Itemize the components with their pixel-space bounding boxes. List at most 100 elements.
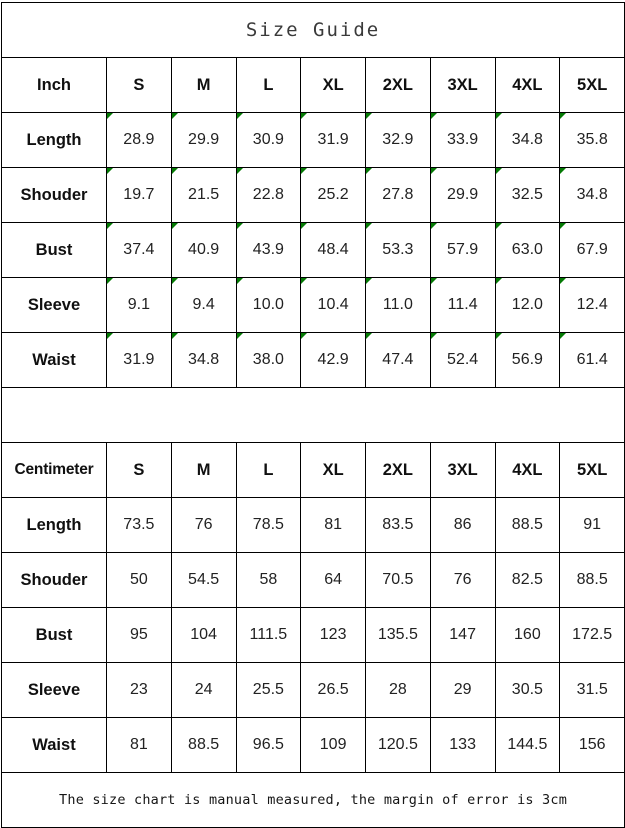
- page-title: Size Guide: [0, 2, 625, 58]
- measurement-cell: 70.5: [365, 552, 431, 608]
- measurement-cell: 11.0: [365, 277, 431, 333]
- measurement-cell: 156: [559, 717, 625, 773]
- measurement-cell: 24: [170, 662, 237, 718]
- measurement-cell: 37.4: [106, 222, 172, 278]
- measurement-cell: 160: [494, 607, 561, 663]
- measurement-cell: 38.0: [235, 332, 302, 388]
- measurement-cell: 54.5: [170, 552, 237, 608]
- measurement-cell: 43.9: [235, 222, 302, 278]
- size-header-s: S: [106, 442, 172, 498]
- table-row: Sleeve 23 24 25.5 26.5 28 29 30.5 31.5: [1, 662, 625, 718]
- measurement-cell: 21.5: [170, 167, 237, 223]
- row-label-bust: Bust: [1, 607, 107, 663]
- measurement-cell: 12.0: [494, 277, 561, 333]
- size-header-s: S: [106, 57, 172, 113]
- table-header-row: Inch S M L XL 2XL 3XL 4XL 5XL: [1, 57, 625, 113]
- size-header-2xl: 2XL: [365, 442, 431, 498]
- measurement-cell: 50: [106, 552, 172, 608]
- measurement-cell: 81: [300, 497, 366, 553]
- measurement-cell: 95: [106, 607, 172, 663]
- measurement-cell: 25.2: [300, 167, 366, 223]
- measurement-cell: 57.9: [429, 222, 496, 278]
- measurement-cell: 88.5: [559, 552, 625, 608]
- unit-header-centimeter: Centimeter: [1, 442, 107, 498]
- table-header-row: Centimeter S M L XL 2XL 3XL 4XL 5XL: [1, 442, 625, 498]
- measurement-cell: 22.8: [235, 167, 302, 223]
- row-label-length: Length: [1, 112, 107, 168]
- size-header-3xl: 3XL: [429, 57, 496, 113]
- measurement-cell: 144.5: [494, 717, 561, 773]
- measurement-cell: 135.5: [365, 607, 431, 663]
- measurement-cell: 63.0: [494, 222, 561, 278]
- measurement-cell: 9.4: [170, 277, 237, 333]
- size-header-4xl: 4XL: [494, 57, 561, 113]
- measurement-cell: 32.5: [494, 167, 561, 223]
- footer-row: The size chart is manual measured, the m…: [0, 772, 625, 828]
- measurement-cell: 29: [429, 662, 496, 718]
- measurement-cell: 33.9: [429, 112, 496, 168]
- table-row: Bust 37.4 40.9 43.9 48.4 53.3 57.9 63.0 67.9: [1, 222, 625, 278]
- row-label-shouder: Shouder: [1, 167, 107, 223]
- measurement-cell: 30.5: [494, 662, 561, 718]
- measurement-cell: 34.8: [494, 112, 561, 168]
- measurement-cell: 40.9: [170, 222, 237, 278]
- row-label-waist: Waist: [1, 717, 107, 773]
- measurement-cell: 88.5: [494, 497, 561, 553]
- measurement-cell: 34.8: [559, 167, 625, 223]
- measurement-cell: 56.9: [494, 332, 561, 388]
- size-header-l: L: [235, 57, 302, 113]
- measurement-cell: 30.9: [235, 112, 302, 168]
- measurement-cell: 133: [429, 717, 496, 773]
- measurement-cell: 29.9: [170, 112, 237, 168]
- title-row: Size Guide: [0, 2, 625, 58]
- measurement-cell: 47.4: [365, 332, 431, 388]
- measurement-cell: 28: [365, 662, 431, 718]
- row-label-waist: Waist: [1, 332, 107, 388]
- measurement-cell: 31.5: [559, 662, 625, 718]
- measurement-cell: 35.8: [559, 112, 625, 168]
- table-row: Shouder 50 54.5 58 64 70.5 76 82.5 88.5: [1, 552, 625, 608]
- measurement-cell: 32.9: [365, 112, 431, 168]
- row-label-length: Length: [1, 497, 107, 553]
- measurement-cell: 12.4: [559, 277, 625, 333]
- size-header-m: M: [170, 442, 237, 498]
- measurement-cell: 67.9: [559, 222, 625, 278]
- measurement-cell: 96.5: [235, 717, 302, 773]
- measurement-cell: 88.5: [170, 717, 237, 773]
- size-header-m: M: [170, 57, 237, 113]
- measurement-cell: 31.9: [106, 332, 172, 388]
- measurement-cell: 28.9: [106, 112, 172, 168]
- table-spacer: [0, 387, 625, 443]
- measurement-cell: 19.7: [106, 167, 172, 223]
- measurement-cell: 83.5: [365, 497, 431, 553]
- measurement-cell: 109: [300, 717, 366, 773]
- measurement-cell: 53.3: [365, 222, 431, 278]
- size-header-xl: XL: [300, 57, 366, 113]
- measurement-cell: 61.4: [559, 332, 625, 388]
- table-row: Length 28.9 29.9 30.9 31.9 32.9 33.9 34.8 35.8: [1, 112, 625, 168]
- measurement-cell: 31.9: [300, 112, 366, 168]
- measurement-cell: 86: [429, 497, 496, 553]
- measurement-cell: 81: [106, 717, 172, 773]
- measurement-cell: 123: [300, 607, 366, 663]
- table-row: Bust 95 104 111.5 123 135.5 147 160 172.5: [1, 607, 625, 663]
- size-header-2xl: 2XL: [365, 57, 431, 113]
- measurement-cell: 91: [559, 497, 625, 553]
- measurement-cell: 29.9: [429, 167, 496, 223]
- measurement-cell: 23: [106, 662, 172, 718]
- table-spacer-row: [0, 387, 625, 443]
- table-row: Waist 31.9 34.8 38.0 42.9 47.4 52.4 56.9 61.4: [1, 332, 625, 388]
- measurement-cell: 48.4: [300, 222, 366, 278]
- measurement-cell: 34.8: [170, 332, 237, 388]
- row-label-sleeve: Sleeve: [1, 277, 107, 333]
- measurement-cell: 147: [429, 607, 496, 663]
- row-label-sleeve: Sleeve: [1, 662, 107, 718]
- measurement-cell: 52.4: [429, 332, 496, 388]
- measurement-cell: 10.0: [235, 277, 302, 333]
- size-header-4xl: 4XL: [494, 442, 561, 498]
- size-header-5xl: 5XL: [559, 442, 625, 498]
- measurement-cell: 76: [429, 552, 496, 608]
- measurement-cell: 25.5: [235, 662, 302, 718]
